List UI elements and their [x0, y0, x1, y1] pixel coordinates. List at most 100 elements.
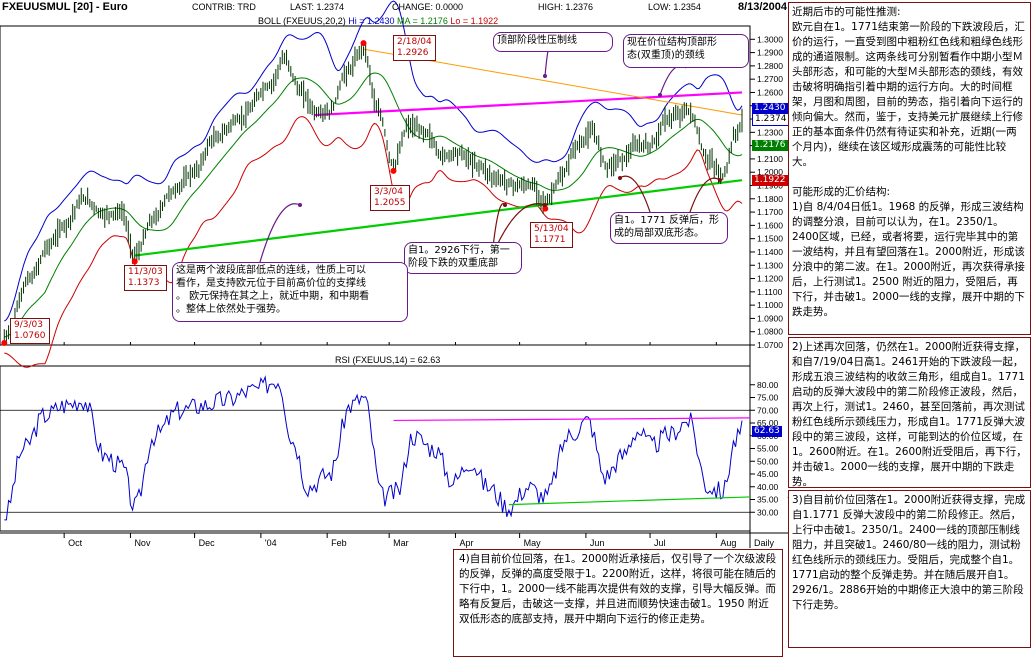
label-mar-low: 3/3/04 1.2055	[370, 185, 410, 211]
ann-local-double-bottom: 自1。1771 反弹后，形 成的局部双底形态。	[610, 212, 728, 244]
pivot-marker	[542, 205, 549, 212]
boll-upper-band	[4, 0, 743, 322]
chart-date: 8/13/2004	[738, 1, 787, 13]
price-tag-ma: 1.2176	[752, 140, 788, 151]
x-tick-label: May	[524, 538, 542, 548]
arrow-double-top-neck-head	[658, 93, 662, 97]
price-y-tick-label: 1.1500	[757, 234, 783, 244]
boll-legend: BOLL (FXEUUS,20,2) Hi = 1.2430 MA = 1.21…	[258, 16, 498, 26]
arrow-support-line	[259, 203, 301, 263]
price-y-tick-label: 1.2600	[757, 87, 783, 97]
change-value: CHANGE: 0.0000	[392, 2, 464, 12]
last-value: LAST: 1.2374	[290, 2, 345, 12]
x-tick-label: Nov	[134, 538, 151, 548]
x-tick-label: Jun	[590, 538, 605, 548]
pivot-marker	[360, 40, 367, 47]
price-y-tick-label: 1.0900	[757, 313, 783, 323]
x-tick-label: Dec	[199, 538, 216, 548]
rsi-series-line	[4, 375, 743, 521]
price-y-tick-label: 1.1000	[757, 300, 783, 310]
x-tick-label: Oct	[68, 538, 83, 548]
label-may-low: 5/13/04 1.1771	[530, 222, 573, 248]
rsi-y-tick-label: 55.00	[757, 444, 779, 454]
price-y-tick-label: 1.2900	[757, 48, 783, 58]
arrow-double-top-neck	[659, 65, 687, 96]
x-tick-label: Aug	[720, 538, 736, 548]
rsi-y-tick-label: 75.00	[757, 393, 779, 403]
price-y-tick-label: 1.0700	[757, 340, 783, 350]
rsi-y-tick-label: 40.00	[757, 482, 779, 492]
price-y-tick-label: 1.2800	[757, 61, 783, 71]
boll-ma: MA = 1.2176	[397, 16, 448, 26]
rsi-y-tick-label: 30.00	[757, 507, 779, 517]
boll-lo: Lo = 1.1922	[450, 16, 499, 26]
boll-hi: Hi = 1.2430	[348, 16, 395, 26]
price-y-tick-label: 1.1200	[757, 274, 783, 284]
note-right-top: 近期后市的可能性推测: 欧元自在1。1771结束第一阶段的下跌波段后，汇价的运行…	[788, 2, 1031, 335]
low-value: LOW: 1.2354	[648, 2, 701, 12]
x-tick-label: Feb	[331, 538, 347, 548]
rsi-y-tick-label: 50.00	[757, 456, 779, 466]
price-y-tick-label: 1.2300	[757, 127, 783, 137]
price-y-tick-label: 1.1100	[757, 287, 783, 297]
arrow-double-bottom-2-head	[543, 203, 547, 207]
rsi-panel-frame	[0, 365, 751, 532]
rsi-y-tick-label: 65.00	[757, 418, 779, 428]
high-value: HIGH: 1.2376	[538, 2, 594, 12]
rsi-y-tick-label: 45.00	[757, 469, 779, 479]
price-y-tick-label: 1.1300	[757, 260, 783, 270]
rsi-support-line	[508, 496, 751, 506]
price-y-tick-label: 1.0800	[757, 327, 783, 337]
x-tick-label: Apr	[459, 538, 473, 548]
price-y-tick-label: 1.1700	[757, 207, 783, 217]
arrow-local-bottom-2	[689, 177, 721, 213]
arrow-local-bottom-1-head	[618, 176, 622, 180]
arrow-local-bottom-1	[619, 175, 651, 213]
pivot-marker	[131, 258, 138, 265]
arrow-support-line-head	[298, 203, 302, 207]
boll-middle-band	[4, 72, 743, 338]
note-right-mid: 2)上述再次回落，仍然在1。2000附近获得支撑，和自7/19/04日高1。24…	[788, 337, 1031, 488]
rsi-y-tick-label: 80.00	[757, 380, 779, 390]
rsi-y-tick-label: 70.00	[757, 405, 779, 415]
x-tick-label: Jul	[654, 538, 666, 548]
ann-double-top-neck: 现在价位结构顶部形 态(双重顶)的颈线	[623, 34, 749, 68]
label-sep-low: 9/3/03 1.0760	[10, 318, 50, 344]
x-tick-label-period: Daily	[754, 538, 775, 548]
x-tick-label: Mar	[393, 538, 409, 548]
price-y-tick-label: 1.1800	[757, 194, 783, 204]
rsi-tag: 62.63	[752, 426, 782, 437]
arrow-local-bottom-2-head	[718, 178, 722, 182]
price-y-tick-label: 1.2100	[757, 154, 783, 164]
label-nov-low: 11/3/03 1.1373	[124, 265, 167, 291]
trendline-green_support	[134, 179, 743, 257]
boll-name: BOLL (FXEUUS,20,2)	[258, 16, 346, 26]
rsi-y-tick-label: 35.00	[757, 495, 779, 505]
ann-top-resistance: 顶部阶段性压制线	[493, 32, 613, 52]
x-tick-label: '04	[265, 538, 277, 548]
price-tag-last: 1.2374	[752, 113, 790, 126]
price-y-tick-label: 1.1600	[757, 220, 783, 230]
chart-header: FXEUUSMUL [20] - Euro CONTRIB: TRD LAST:…	[0, 0, 1033, 14]
price-y-tick-label: 1.2700	[757, 74, 783, 84]
ann-double-bottom: 自1。2926下行，第一 阶段下跌的双重底部	[404, 242, 522, 274]
pivot-marker	[1, 340, 8, 347]
arrow-top-resistance-head	[543, 74, 547, 78]
trendline-pink_neckline	[314, 91, 743, 117]
contrib-label: CONTRIB: TRD	[192, 2, 256, 12]
price-y-tick-label: 1.2000	[757, 167, 783, 177]
rsi-resistance-line	[393, 417, 751, 422]
ann-support-line: 这是两个波段底部低点的连线，性质上可以 看作，是支持欧元位于目前高价位的支撑线 …	[172, 262, 408, 322]
price-tag-lo: 1.1922	[752, 175, 788, 186]
symbol-title: FXEUUSMUL [20] - Euro	[2, 1, 128, 13]
price-tag-hi: 1.2430	[752, 103, 788, 114]
price-y-tick-label: 1.1400	[757, 247, 783, 257]
note-bottom: 4)自目前价位回落，在1。2000附近承接后，仅引导了一个次级波段的反弹，反弹的…	[453, 549, 783, 657]
note-right-bottom: 3)自目前价位回落在1。2000附近获得支撑，完成自1.1771 反弹大波段中的…	[788, 490, 1031, 648]
rsi-legend: RSI (FXEUUS,14) = 62.63	[335, 355, 441, 365]
arrow-double-bottom-1-head	[503, 203, 507, 207]
price-y-tick-label: 1.3000	[757, 34, 783, 44]
label-feb-high: 2/18/04 1.2926	[393, 35, 436, 61]
pivot-marker	[390, 167, 397, 174]
